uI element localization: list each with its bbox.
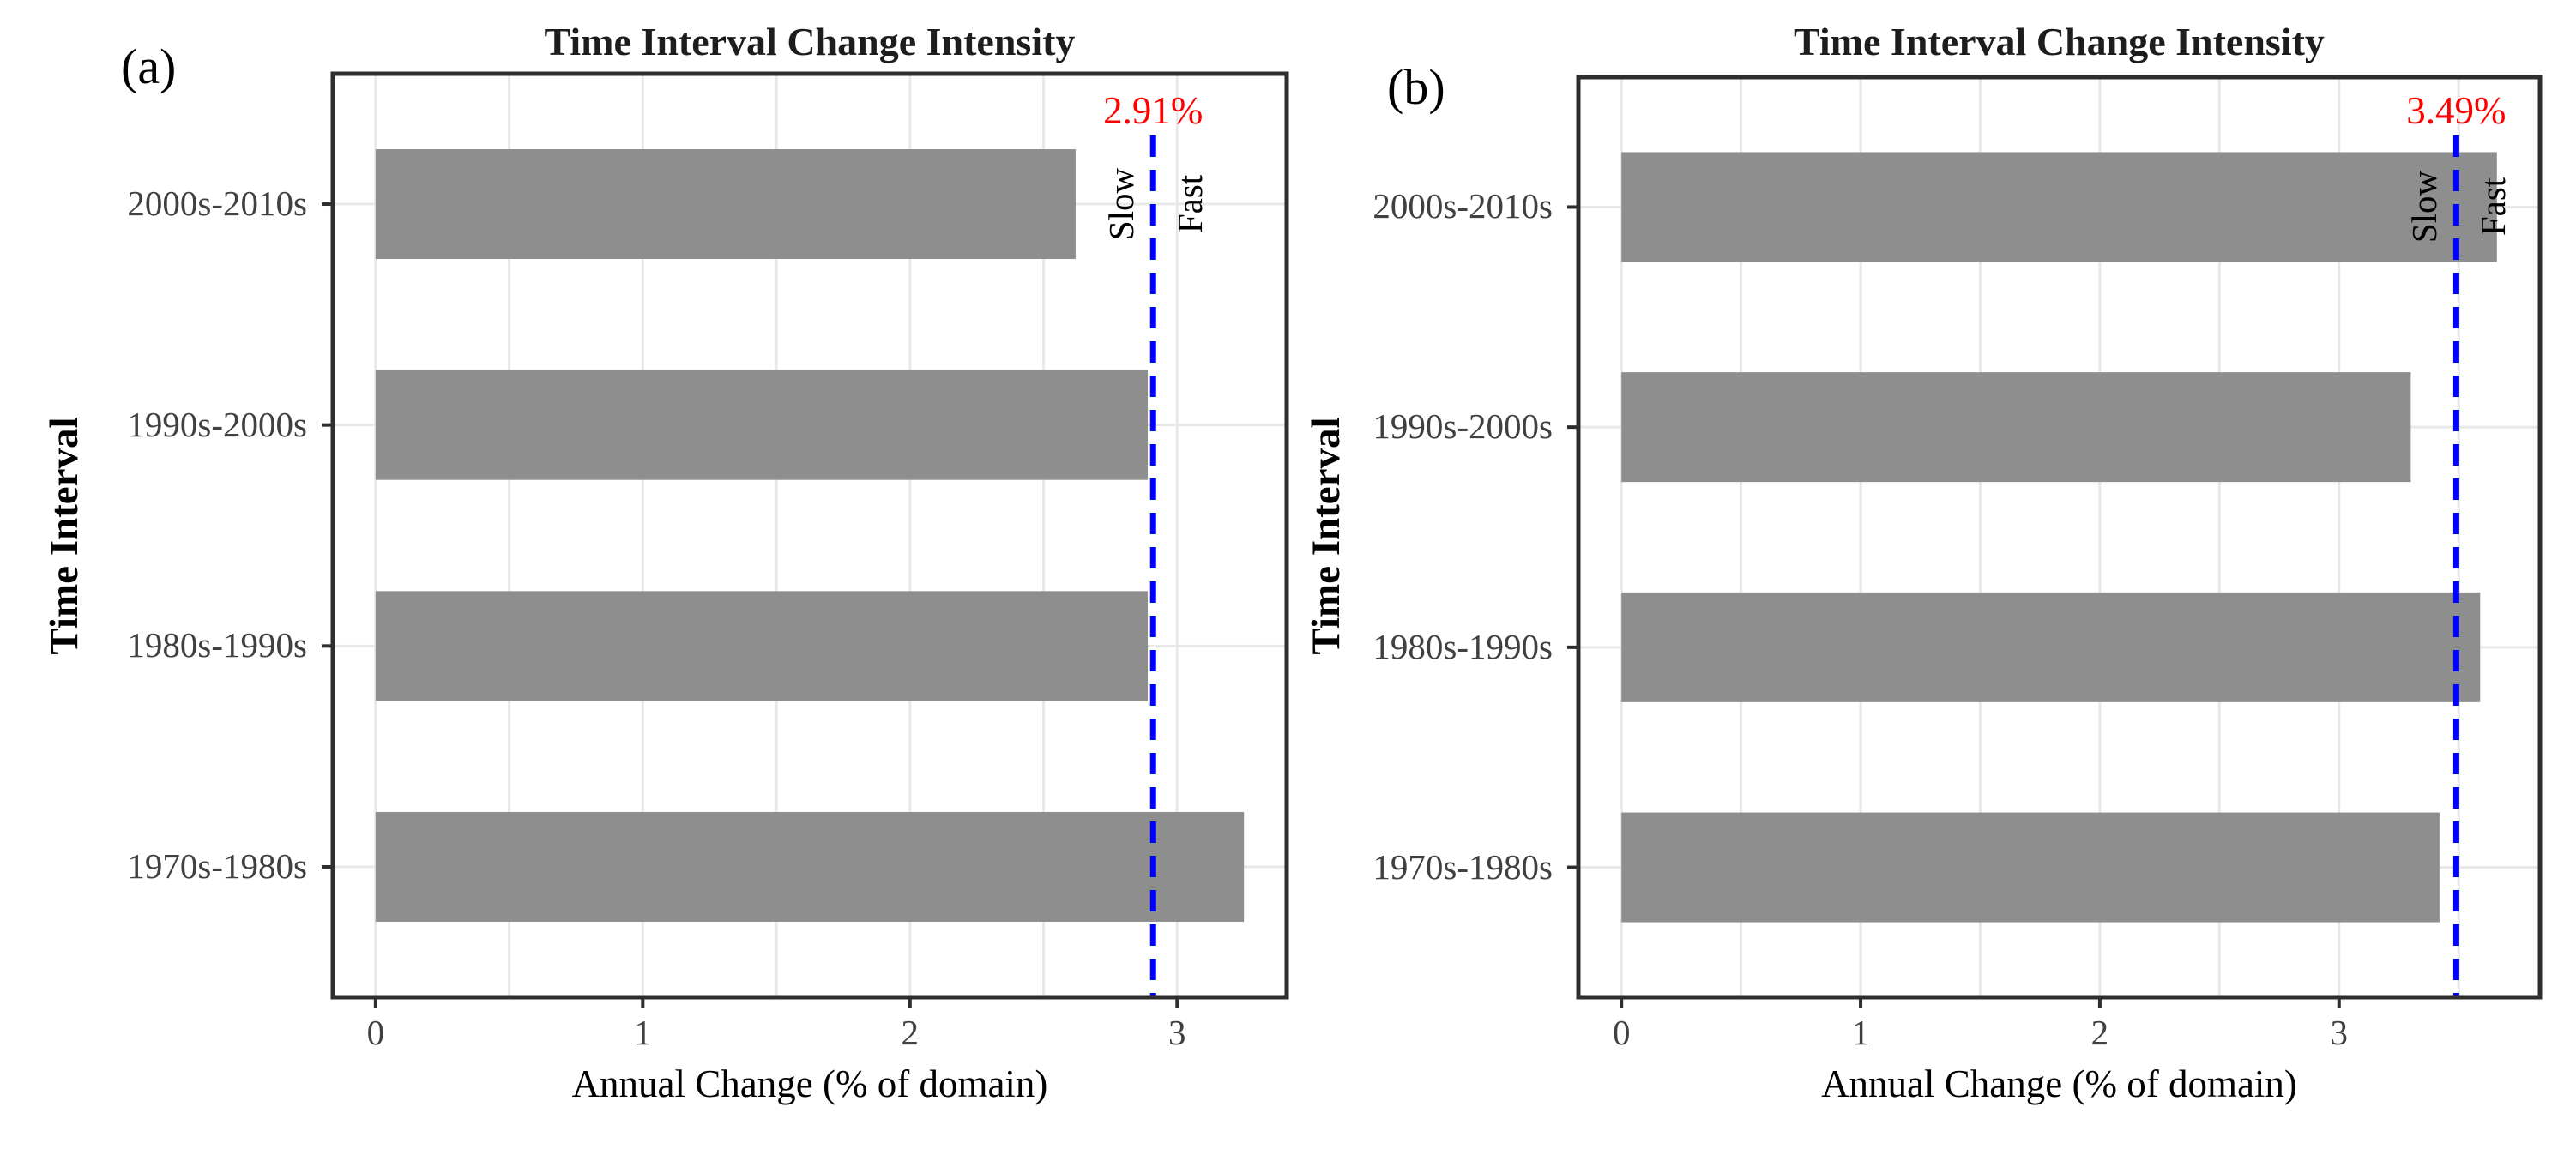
x-tick-label: 3 [1168, 1013, 1186, 1052]
slow-label: Slow [2404, 171, 2445, 244]
bar [375, 370, 1149, 480]
axes-spines [330, 71, 1289, 1000]
panel-b-y-axis-title: Time Interval [1304, 417, 1348, 655]
panel-a-y-axis-title: Time Interval [42, 417, 87, 655]
panel-a-x-axis-title: Annual Change (% of domain) [571, 1062, 1048, 1105]
y-category-label: 1970s-1980s [1372, 846, 1553, 887]
bar [375, 591, 1149, 701]
y-category-label: 1970s-1980s [127, 846, 307, 887]
axes-spines [1576, 75, 2543, 1000]
x-tick-label: 1 [1851, 1013, 1870, 1052]
x-tick-label: 2 [901, 1013, 920, 1052]
panel-b-letter: (b) [1387, 59, 1445, 115]
x-tick-label: 1 [634, 1013, 652, 1052]
x-tick-label: 0 [1612, 1013, 1631, 1052]
x-tick-label: 2 [2090, 1013, 2109, 1052]
fast-label: Fast [1170, 174, 1210, 234]
y-category-label: 1990s-2000s [127, 404, 307, 444]
fast-label: Fast [2473, 177, 2513, 237]
bar [1621, 812, 2440, 923]
panel-b-title: Time Interval Change Intensity [1794, 20, 2325, 63]
y-category-label: 1990s-2000s [1372, 406, 1553, 447]
mean-value-label: 3.49% [2406, 89, 2507, 132]
panel-b-x-axis-title: Annual Change (% of domain) [1821, 1062, 2297, 1105]
y-category-label: 1980s-1990s [127, 625, 307, 665]
bar [375, 811, 1245, 922]
plot-area-svg [322, 71, 1289, 1008]
panel-a-title: Time Interval Change Intensity [544, 20, 1076, 63]
panel-a-plot [322, 71, 1289, 1008]
x-tick-label: 3 [2330, 1013, 2349, 1052]
bar [1621, 372, 2411, 483]
bar [375, 149, 1076, 260]
y-category-label: 2000s-2010s [1372, 186, 1553, 226]
bar [1621, 152, 2497, 262]
panel-b-plot [1567, 75, 2543, 1008]
y-category-label: 2000s-2010s [127, 183, 307, 224]
bar [1621, 592, 2481, 702]
plot-area-svg [1567, 75, 2543, 1008]
panel-a-letter: (a) [121, 39, 177, 94]
x-tick-label: 0 [366, 1013, 385, 1052]
y-category-label: 1980s-1990s [1372, 626, 1553, 666]
mean-value-label: 2.91% [1103, 89, 1204, 132]
slow-label: Slow [1101, 167, 1142, 241]
